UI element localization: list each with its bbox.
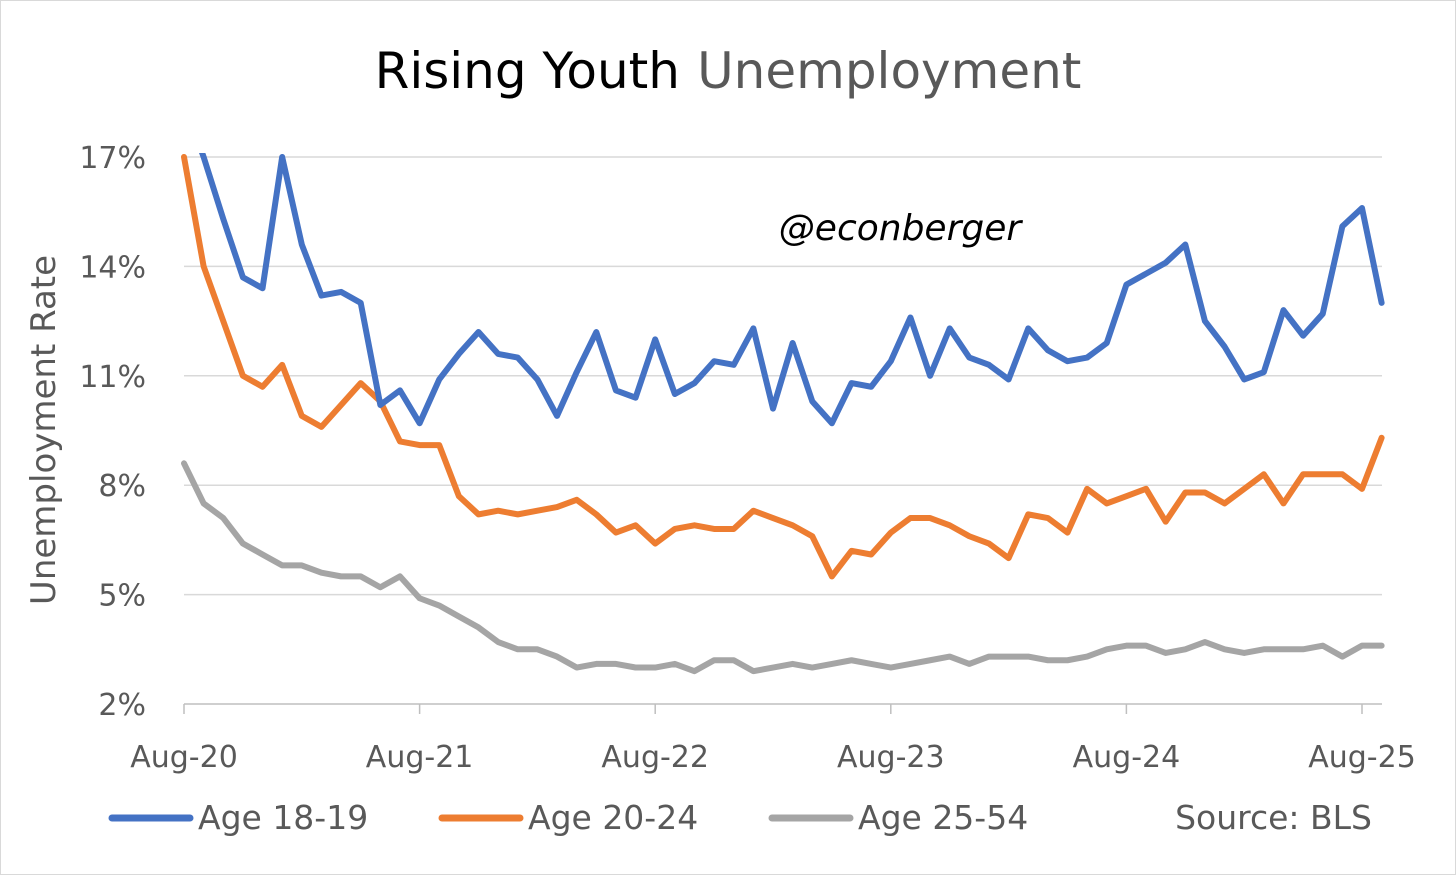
watermark: @econberger [779,208,1024,249]
x-tick-label: Aug-21 [366,740,474,775]
y-axis-label: Unemployment Rate [24,255,64,605]
y-tick-label: 17% [79,141,146,176]
y-tick-label: 5% [98,579,146,614]
y-tick-label: 11% [79,360,146,395]
x-tick-label: Aug-22 [601,740,709,775]
legend: Age 18-19 Age 20-24 Age 25-54 [108,798,1028,837]
legend-label: Age 18-19 [198,798,368,837]
y-tick-label: 8% [98,469,146,504]
chart-title-part1: Rising Youth [375,42,680,100]
gridlines [184,156,1382,596]
y-tick-label: 2% [98,688,146,723]
x-tick-label: Aug-25 [1308,740,1416,775]
x-tick-label: Aug-23 [837,740,945,775]
series-line-age-20-24 [181,154,1385,580]
legend-label: Age 25-54 [858,798,1028,837]
x-tick-label: Aug-24 [1073,740,1181,775]
x-tick-label: Aug-20 [130,740,238,775]
series-line-age-25-54 [181,460,1385,675]
legend-label: Age 20-24 [528,798,698,837]
axes: 2% 5% 8% 11% 14% 17% Aug-20 Aug-21 Aug-22 Aug-23 A… [79,141,1415,775]
series-lines [181,153,1385,675]
chart-title-part2: Unemployment [697,42,1081,100]
series-line-age-18-19 [199,153,1385,427]
source-note: Source: BLS [1175,798,1372,837]
y-tick-label: 14% [79,250,146,285]
chart-title: Rising Youth Unemployment [375,42,1082,100]
